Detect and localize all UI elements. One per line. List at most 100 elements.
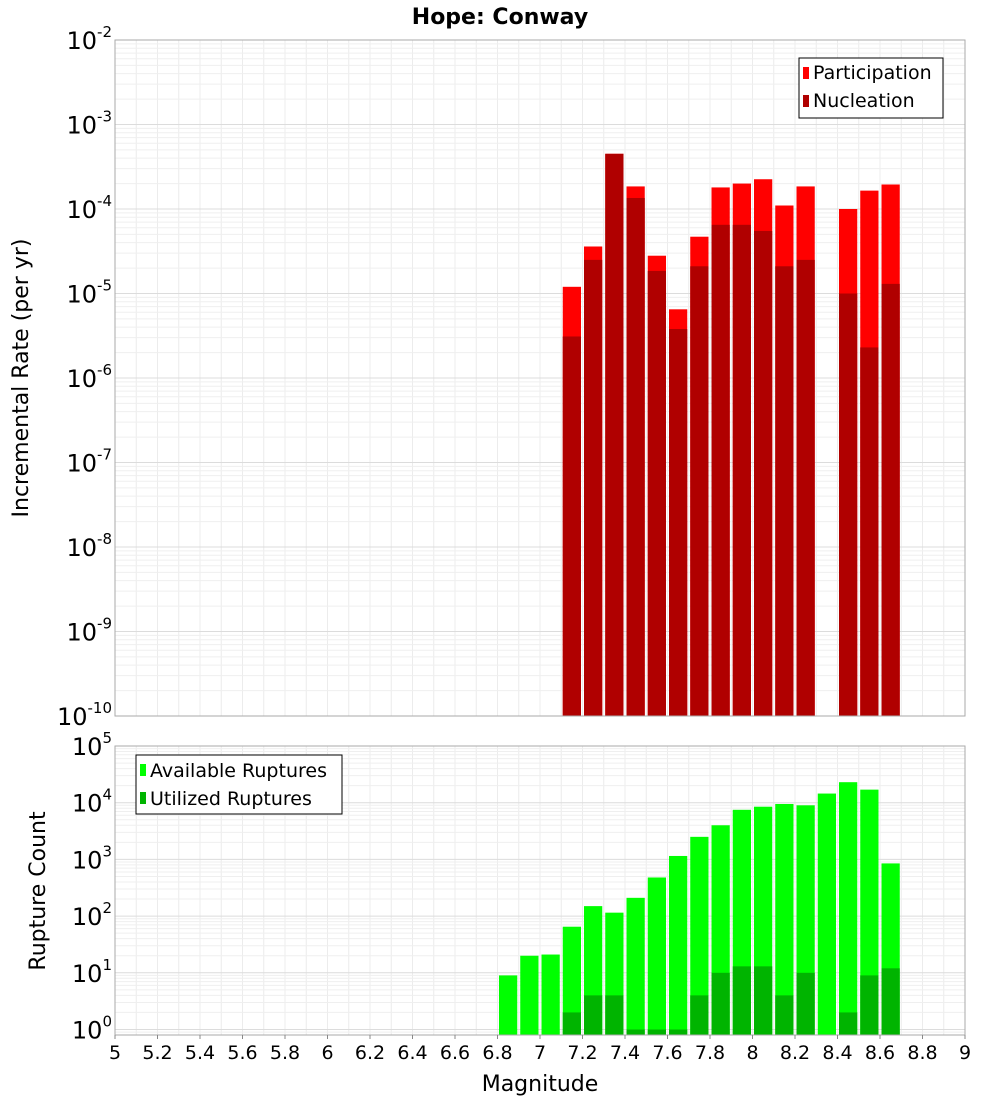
x-tick-label: 5 <box>109 1042 121 1064</box>
top-bar-b <box>690 266 709 716</box>
y-tick-label: 10-9 <box>66 615 112 647</box>
x-tick-label: 5.8 <box>270 1042 300 1064</box>
y-tick-label: 10-4 <box>66 192 112 224</box>
legend-swatch-utilized <box>140 792 146 804</box>
top-bar-b <box>584 259 603 716</box>
top-y-axis-label: Incremental Rate (per yr) <box>9 239 34 518</box>
bottom-bar-a <box>647 877 666 1035</box>
bottom-bar-b <box>775 995 794 1035</box>
x-tick-label: 5.6 <box>227 1042 257 1064</box>
bottom-bar-b <box>605 995 624 1035</box>
bottom-bar-a <box>626 897 645 1035</box>
top-bar-b <box>562 336 581 716</box>
x-tick-label: 8.8 <box>907 1042 937 1064</box>
bottom-bar-a <box>499 975 518 1035</box>
x-tick-label: 7.4 <box>610 1042 640 1064</box>
bottom-plot-y-ticks: 100 101 102 103 104 105 <box>72 729 112 1045</box>
bottom-bar-a <box>860 789 879 1035</box>
x-tick-label: 7.8 <box>695 1042 725 1064</box>
top-bar-b <box>754 230 773 717</box>
bottom-bar-b <box>732 966 751 1035</box>
x-tick-label: 5.4 <box>185 1042 215 1064</box>
top-bar-b <box>711 224 730 716</box>
x-tick-label: 8.4 <box>822 1042 852 1064</box>
bottom-bar-a <box>775 803 794 1035</box>
bottom-bar-b <box>881 968 900 1035</box>
bottom-bar-b <box>647 1029 666 1035</box>
x-axis-label: Magnitude <box>482 1072 599 1097</box>
bottom-bar-a <box>541 954 560 1035</box>
y-tick-label: 10-10 <box>57 699 112 731</box>
x-tick-label: 6.8 <box>482 1042 512 1064</box>
bottom-bar-a <box>562 926 581 1035</box>
bottom-bar-b <box>669 1029 688 1035</box>
y-tick-label: 105 <box>72 729 112 761</box>
legend-label-utilized: Utilized Ruptures <box>150 788 312 810</box>
top-bar-b <box>669 329 688 716</box>
top-bar-b <box>860 347 879 716</box>
top-bar-b <box>626 197 645 716</box>
bottom-bar-a <box>839 782 858 1035</box>
x-tick-label: 6.2 <box>355 1042 385 1064</box>
bottom-bar-b <box>839 1012 858 1035</box>
y-tick-label: 10-7 <box>66 446 112 478</box>
top-bar-b <box>605 153 624 717</box>
bottom-bar-b <box>584 995 603 1035</box>
bottom-bar-a <box>520 955 539 1035</box>
top-plot-grid <box>114 40 966 717</box>
top-bar-b <box>647 270 666 716</box>
bottom-bar-b <box>860 975 879 1035</box>
bottom-y-axis-label: Rupture Count <box>26 811 51 971</box>
bottom-bar-b <box>626 1029 645 1035</box>
bottom-bar-b <box>690 995 709 1035</box>
x-tick-label: 8.2 <box>780 1042 810 1064</box>
top-bar-b <box>775 266 794 716</box>
y-tick-label: 10-5 <box>66 277 112 309</box>
bottom-plot: 100 101 102 103 104 105 5 5.2 5.4 5.6 5.8 6 6.2 6.4 6… <box>26 729 971 1097</box>
top-bar-b <box>881 283 900 716</box>
x-tick-label: 9 <box>959 1042 971 1064</box>
y-tick-label: 10-2 <box>66 23 112 55</box>
top-bar-b <box>732 224 751 716</box>
y-tick-label: 10-3 <box>66 108 112 140</box>
x-tick-label: 7 <box>534 1042 546 1064</box>
y-tick-label: 103 <box>72 842 112 874</box>
x-axis-ticks: 5 5.2 5.4 5.6 5.8 6 6.2 6.4 6.6 6.8 7 7.2 7.4 7.6 7.8 8… <box>109 1035 971 1064</box>
y-tick-label: 100 <box>72 1013 112 1045</box>
bottom-bar-b <box>796 972 815 1035</box>
x-tick-label: 8 <box>746 1042 758 1064</box>
bottom-bar-a <box>817 793 836 1035</box>
legend-label-nucleation: Nucleation <box>813 90 915 112</box>
legend-swatch-nucleation <box>803 95 809 107</box>
top-legend: Participation Nucleation <box>798 57 944 119</box>
bottom-bar-a <box>669 855 688 1035</box>
bottom-bar-b <box>562 1012 581 1035</box>
top-bar-b <box>796 259 815 716</box>
y-tick-label: 101 <box>72 956 112 988</box>
top-plot-bars <box>562 153 900 717</box>
top-plot-y-ticks: 10-10 10-9 10-8 10-7 10-6 10-5 10-4 10-3 10-2 <box>57 23 112 731</box>
y-tick-label: 10-6 <box>66 361 112 393</box>
x-tick-label: 6.6 <box>440 1042 470 1064</box>
x-tick-label: 6.4 <box>397 1042 427 1064</box>
legend-label-available: Available Ruptures <box>150 760 327 782</box>
bottom-legend-box <box>135 754 343 815</box>
y-tick-label: 104 <box>72 786 112 818</box>
bottom-bar-a <box>690 836 709 1035</box>
x-tick-label: 8.6 <box>865 1042 895 1064</box>
legend-swatch-available <box>140 764 146 776</box>
top-legend-box <box>798 57 944 119</box>
bottom-bar-b <box>711 972 730 1035</box>
y-tick-label: 10-8 <box>66 530 112 562</box>
legend-label-participation: Participation <box>813 62 932 84</box>
chart-title: Hope: Conway <box>412 5 588 30</box>
bottom-plot-bars <box>499 782 900 1035</box>
x-tick-label: 5.2 <box>142 1042 172 1064</box>
top-bar-b <box>839 293 858 716</box>
y-tick-label: 102 <box>72 899 112 931</box>
bottom-bar-b <box>754 966 773 1035</box>
top-plot-border <box>114 39 966 717</box>
top-plot: 10-10 10-9 10-8 10-7 10-6 10-5 10-4 10-3 10-2 In… <box>9 23 966 731</box>
x-tick-label: 7.6 <box>652 1042 682 1064</box>
